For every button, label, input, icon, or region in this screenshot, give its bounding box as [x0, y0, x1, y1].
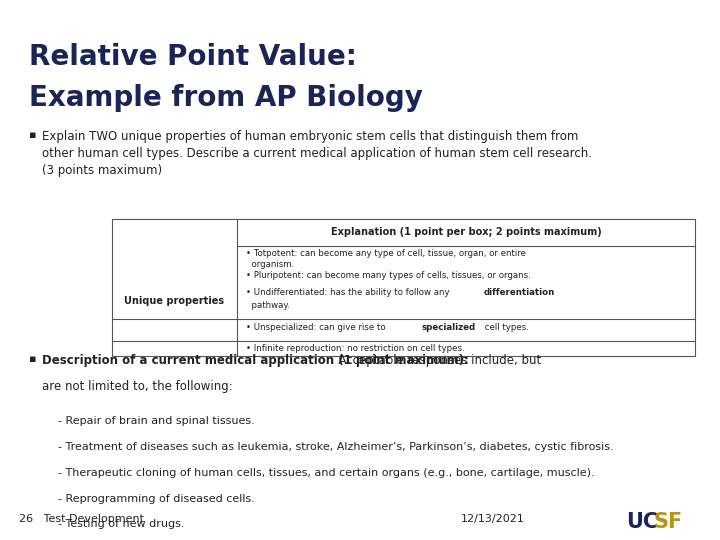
Text: cell types.: cell types.: [482, 323, 528, 332]
Text: Description of a current medical application (1 point maximum):: Description of a current medical applica…: [42, 354, 469, 367]
Text: 12/13/2021: 12/13/2021: [461, 514, 525, 524]
Text: ▪: ▪: [29, 354, 36, 364]
Text: Explain TWO unique properties of human embryonic stem cells that distinguish the: Explain TWO unique properties of human e…: [42, 130, 592, 177]
Text: differentiation: differentiation: [484, 287, 555, 296]
Text: 26   Test Development: 26 Test Development: [19, 514, 145, 524]
Text: - Treatment of diseases such as leukemia, stroke, Alzheimer’s, Parkinson’s, diab: - Treatment of diseases such as leukemia…: [58, 442, 613, 452]
Text: • Pluripotent: can become many types of cells, tissues, or organs.: • Pluripotent: can become many types of …: [246, 271, 531, 280]
Text: Relative Point Value:: Relative Point Value:: [29, 43, 356, 71]
Text: Example from AP Biology: Example from AP Biology: [29, 84, 423, 112]
Text: are not limited to, the following:: are not limited to, the following:: [42, 380, 233, 393]
Text: • Totpotent: can become any type of cell, tissue, organ, or entire
  organism.: • Totpotent: can become any type of cell…: [246, 249, 526, 269]
Text: • Infinite reproduction: no restriction on cell types.: • Infinite reproduction: no restriction …: [246, 344, 464, 353]
Text: • Undifferentiated: has the ability to follow any: • Undifferentiated: has the ability to f…: [246, 287, 452, 296]
Text: Explanation (1 point per box; 2 points maximum): Explanation (1 point per box; 2 points m…: [330, 227, 601, 237]
Text: SF: SF: [654, 512, 683, 532]
Text: Unique properties: Unique properties: [125, 296, 225, 306]
Text: - Testing of new drugs.: - Testing of new drugs.: [58, 519, 184, 530]
Text: - Reprogramming of diseased cells.: - Reprogramming of diseased cells.: [58, 494, 254, 504]
Text: Acceptable responses include, but: Acceptable responses include, but: [331, 354, 541, 367]
Text: pathway.: pathway.: [246, 301, 289, 310]
Text: specialized: specialized: [422, 323, 476, 332]
Text: - Therapeutic cloning of human cells, tissues, and certain organs (e.g., bone, c: - Therapeutic cloning of human cells, ti…: [58, 468, 594, 478]
Text: ▪: ▪: [29, 130, 36, 140]
Text: - Repair of brain and spinal tissues.: - Repair of brain and spinal tissues.: [58, 416, 254, 426]
Text: • Unspecialized: can give rise to: • Unspecialized: can give rise to: [246, 323, 388, 332]
Text: UC: UC: [626, 512, 659, 532]
